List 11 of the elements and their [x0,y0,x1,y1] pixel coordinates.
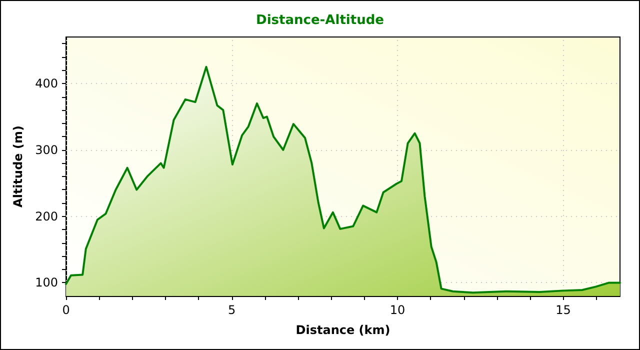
y-axis-title: Altitude (m) [11,126,26,208]
x-tick-label: 5 [228,303,236,317]
x-tick-label: 0 [62,303,70,317]
x-axis-title: Distance (km) [296,323,390,337]
x-tick-label: 15 [556,303,571,317]
y-tick-label: 400 [35,76,58,90]
y-tick-label: 200 [35,209,58,224]
y-tick-label: 300 [35,142,58,157]
chart-title: Distance-Altitude [256,13,384,28]
x-tick-label: 10 [390,303,406,317]
y-tick-label: 100 [35,276,58,290]
